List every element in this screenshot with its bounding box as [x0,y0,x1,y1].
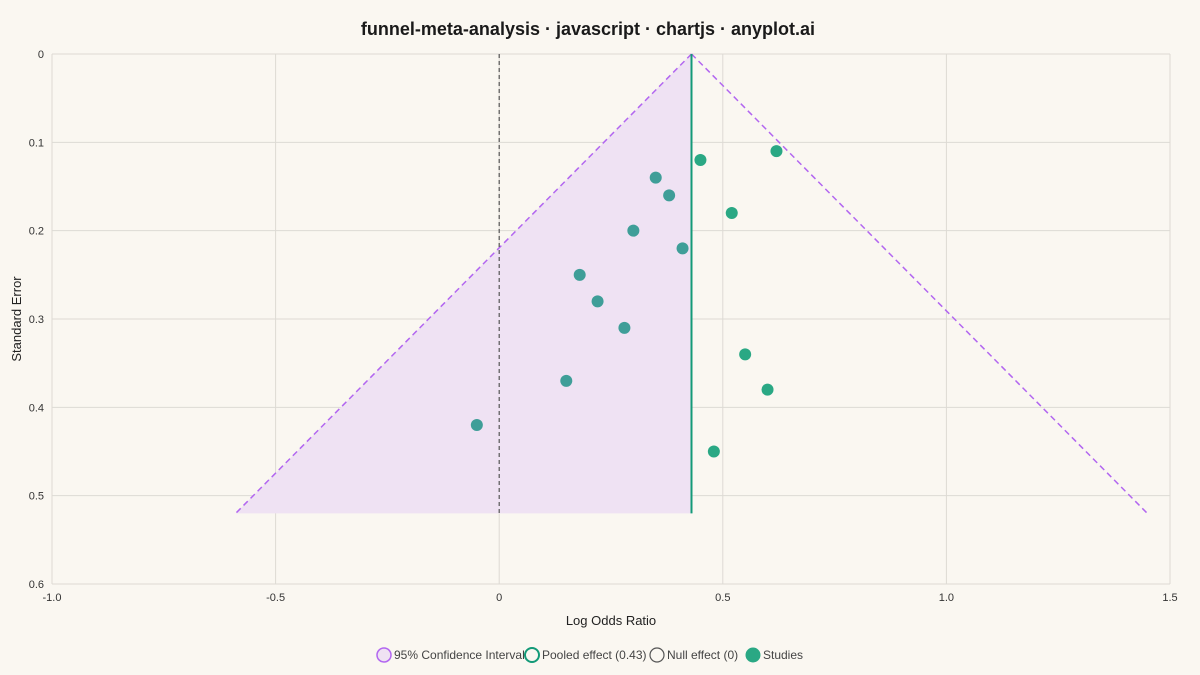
x-tick-label: 0 [496,592,502,604]
x-tick-label: 1.0 [939,592,954,604]
y-tick-label: 0.6 [29,579,44,591]
legend-label-studies: Studies [763,648,803,662]
x-tick-label: 1.5 [1162,592,1177,604]
legend-label-null: Null effect (0) [667,648,738,662]
study-point [650,172,662,184]
ci-right-boundary [691,54,1147,513]
study-point [627,225,639,237]
y-tick-label: 0.5 [29,491,44,503]
y-tick-label: 0.3 [29,314,44,326]
y-axis-label: Standard Error [9,276,24,362]
legend-marker-studies [746,648,760,662]
study-point [471,419,483,431]
legend-label-ci: 95% Confidence Interval [394,648,525,662]
x-tick-label: 0.5 [715,592,730,604]
study-point [677,242,689,254]
y-tick-label: 0.4 [29,402,44,414]
study-point [574,269,586,281]
x-tick-label: -1.0 [43,592,62,604]
legend-item-null: Null effect (0) [650,648,738,662]
study-point [592,295,604,307]
legend-item-pooled: Pooled effect (0.43) [525,648,647,662]
study-point [708,446,720,458]
x-axis-label: Log Odds Ratio [566,613,656,628]
legend: 95% Confidence Interval Pooled effect (0.… [377,648,803,662]
study-point [770,145,782,157]
legend-item-ci: 95% Confidence Interval [377,648,525,662]
study-point [694,154,706,166]
x-tick-label: -0.5 [266,592,285,604]
study-point [618,322,630,334]
study-point [739,348,751,360]
study-point [663,189,675,201]
y-tick-label: 0 [38,49,44,61]
y-tick-label: 0.2 [29,226,44,238]
legend-item-studies: Studies [746,648,803,662]
legend-marker-pooled [525,648,539,662]
chart-title: funnel-meta-analysis · javascript · char… [361,19,815,39]
legend-marker-ci [377,648,391,662]
study-point [762,384,774,396]
study-point [560,375,572,387]
legend-marker-null [650,648,664,662]
legend-label-pooled: Pooled effect (0.43) [542,648,647,662]
y-tick-label: 0.1 [29,137,44,149]
study-point [726,207,738,219]
